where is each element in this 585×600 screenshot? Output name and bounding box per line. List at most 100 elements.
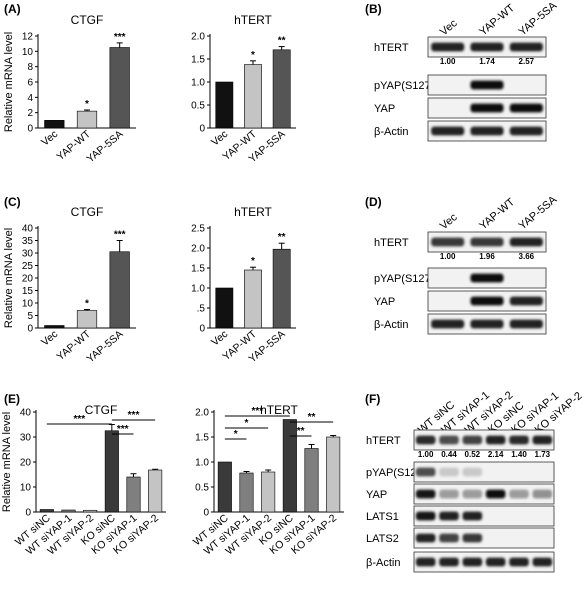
blot-row: pYAP(S127) <box>374 74 547 96</box>
blot-band <box>462 467 483 477</box>
y-tick-label: 6 <box>27 78 33 89</box>
blot-band <box>462 489 483 499</box>
y-axis-label: Relative mRNA level <box>3 228 15 328</box>
y-tick-label: 30 <box>22 249 34 260</box>
blot-band <box>509 557 529 567</box>
blot-band <box>509 296 543 306</box>
bar-yap-5sa <box>272 49 291 129</box>
y-tick-label: 2.0 <box>191 244 205 255</box>
y-tick-label: .5 <box>197 304 206 315</box>
significance-mark: *** <box>73 414 85 425</box>
blot-row: pYAP(S127) <box>366 461 555 483</box>
blot-band <box>415 557 436 567</box>
y-tick-label: 4 <box>27 93 33 104</box>
blot-band <box>509 237 543 247</box>
bar-ko-sinc <box>104 430 119 513</box>
blot-quantification: 3.66 <box>519 252 535 261</box>
bar-wt-sinc <box>217 461 232 513</box>
y-tick-label: 1.0 <box>191 78 205 89</box>
y-axis-label: Relative mRNA level <box>3 32 15 132</box>
blot-row: pYAP(S127) <box>374 267 547 289</box>
bar-ko-sinc <box>282 419 297 513</box>
x-category-label: Vec <box>209 128 230 148</box>
blot-quantification: 1.00 <box>418 450 434 459</box>
blot-row-label: pYAP(S127) <box>374 273 434 285</box>
blot-band <box>462 557 483 567</box>
blot-band <box>532 435 553 445</box>
significance-mark: ** <box>308 412 316 423</box>
x-category-label: Vec <box>209 328 230 348</box>
y-tick-label: 1.0 <box>191 284 205 295</box>
blot-band <box>509 489 529 499</box>
blot-row-label: YAP <box>366 489 387 501</box>
bar-yap-5sa <box>272 248 291 329</box>
y-tick-label: 0 <box>199 124 205 135</box>
y-tick-label: 15 <box>22 286 34 297</box>
blot-band <box>431 319 465 329</box>
blot-quantification: 0.44 <box>441 450 457 459</box>
blot-lane-label: YAP-5SA <box>517 0 560 38</box>
chart-title: hTERT <box>234 13 272 27</box>
blot-row: LATS2 <box>366 527 555 549</box>
panel-letter-d: (D) <box>365 195 382 209</box>
y-tick-label: 30 <box>20 433 32 444</box>
significance-mark: ** <box>278 232 286 243</box>
x-category-label: YAP-5SA <box>84 128 125 165</box>
y-tick-label: 5 <box>27 311 33 322</box>
y-tick-label: 40 <box>20 408 32 419</box>
blot-band <box>462 533 483 543</box>
blot-strip <box>413 505 555 527</box>
blot-band <box>431 42 465 52</box>
blot-row-label: LATS2 <box>366 533 399 545</box>
blot-row-label: pYAP(S127) <box>366 467 426 479</box>
blot-band <box>431 126 465 136</box>
charts: CTGF Relative mRNA level 0 2 4 6 8 10 12 Vec * YAP-… <box>1 13 344 557</box>
blot-row-label: β-Actin <box>374 126 408 138</box>
blot-row-label: hTERT <box>366 435 401 447</box>
blot-band <box>462 435 483 445</box>
blot-row-label: YAP <box>374 103 395 115</box>
significance-mark: * <box>234 429 238 440</box>
bar-vec <box>215 81 234 129</box>
blot-band <box>485 489 506 499</box>
bar-ko-siyap-1 <box>304 448 319 513</box>
y-axis-label: Relative mRNA level <box>1 412 13 512</box>
blot-band <box>485 557 506 567</box>
bar-yap-wt <box>76 110 98 129</box>
blot-quantification: 0.52 <box>465 450 481 459</box>
y-tick-label: 0 <box>25 508 31 519</box>
significance-mark: ** <box>297 426 305 437</box>
panel-letter-b: (B) <box>365 2 382 16</box>
significance-mark: *** <box>117 424 129 435</box>
blot-band <box>431 237 465 247</box>
blot-band <box>439 511 459 521</box>
blot-band <box>439 489 459 499</box>
y-tick-label: 2.0 <box>195 408 209 419</box>
panel-letter-a: (A) <box>4 2 21 16</box>
blot-row: β-Actin <box>374 313 547 335</box>
bar-ko-siyap-1 <box>126 476 141 513</box>
blot-lane-label: YAP-WT <box>477 196 517 232</box>
significance-mark: *** <box>128 410 140 421</box>
y-tick-label: 1.5 <box>191 264 205 275</box>
significance-mark: * <box>251 50 255 61</box>
blot-row-label: YAP <box>374 296 395 308</box>
blot-row-label: hTERT <box>374 237 409 249</box>
blot-d: Vec YAP-WT YAP-5SA hTERT 1.00 1.96 3.66 pYAP(S1… <box>374 193 560 335</box>
y-tick-label: 1.5 <box>191 55 205 66</box>
y-tick-label: 2 <box>27 108 33 119</box>
y-tick-label: 0 <box>199 324 205 335</box>
significance-mark: *** <box>114 32 126 43</box>
blot-band <box>485 435 506 445</box>
significance-mark: * <box>251 256 255 267</box>
blot-band <box>415 435 436 445</box>
chart-title: CTGF <box>71 13 104 27</box>
blot-row-label: pYAP(S127) <box>374 80 434 92</box>
blot-quantification: 1.96 <box>479 252 495 261</box>
significance-mark: ** <box>278 36 286 47</box>
y-tick-label: 25 <box>22 261 34 272</box>
